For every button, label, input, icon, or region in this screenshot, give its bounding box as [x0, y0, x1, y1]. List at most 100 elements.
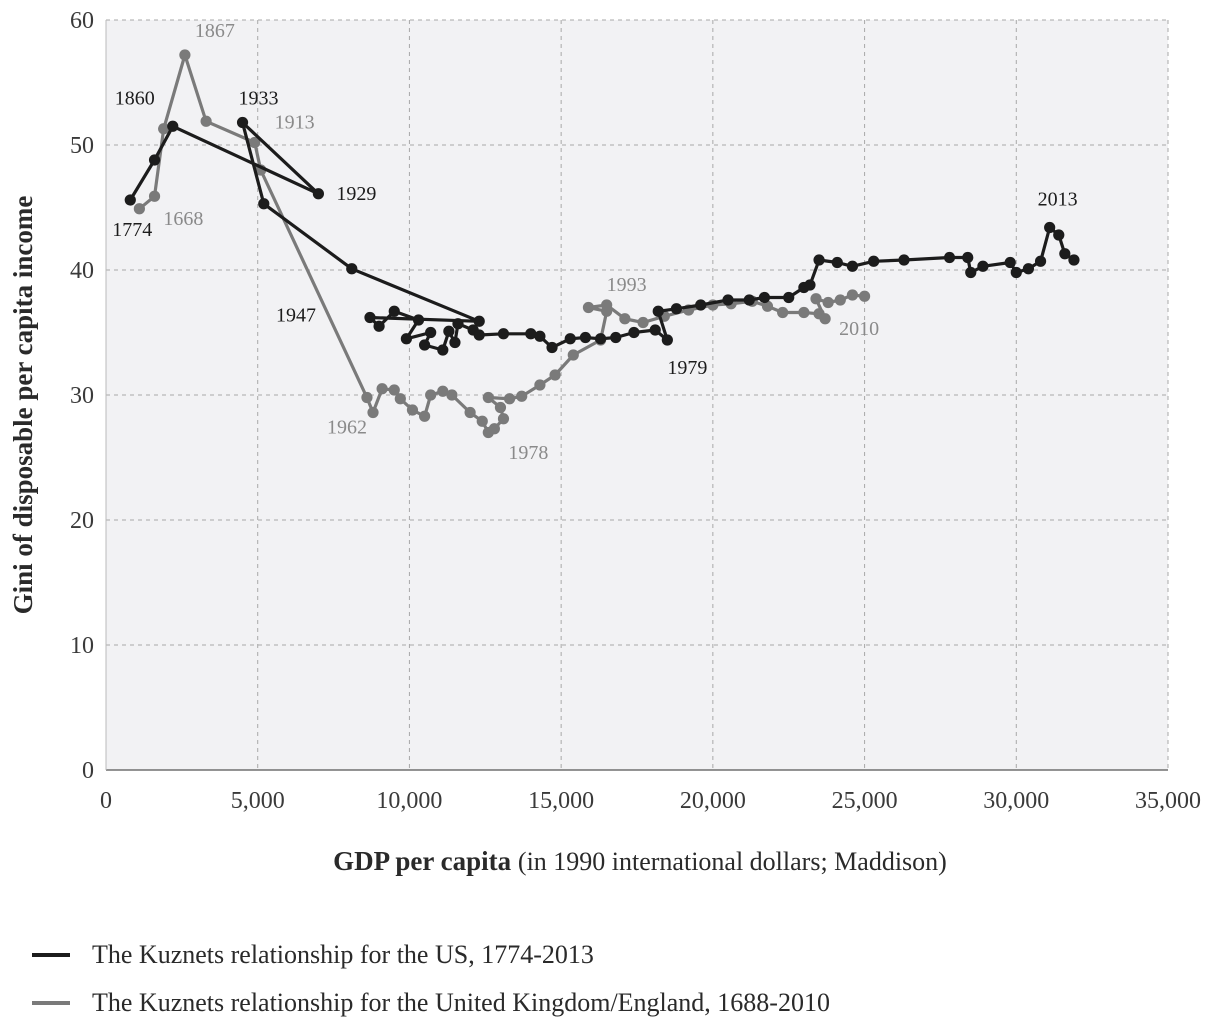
- data-point-uk: [425, 389, 437, 401]
- data-point-uk: [637, 316, 649, 329]
- data-point-us: [1022, 263, 1035, 275]
- data-point-us: [722, 294, 734, 306]
- x-axis-title-bold: GDP per capita: [333, 846, 518, 876]
- data-point-us: [758, 291, 771, 304]
- data-point-uk: [419, 410, 431, 422]
- year-annotation: 1867: [195, 20, 235, 42]
- x-axis-title: GDP per capita (in 1990 international do…: [333, 846, 947, 876]
- data-point-us: [400, 333, 412, 345]
- data-point-uk: [819, 313, 831, 325]
- x-tick-label: 35,000: [1135, 788, 1201, 814]
- legend-item-us: The Kuznets relationship for the US, 177…: [32, 940, 594, 970]
- data-point-uk: [249, 136, 261, 149]
- data-point-uk: [388, 384, 400, 396]
- year-annotation: 1929: [336, 183, 376, 205]
- data-point-us: [497, 328, 510, 340]
- year-annotation: 1774: [112, 219, 152, 241]
- data-point-us: [443, 325, 455, 337]
- data-point-us: [977, 260, 989, 272]
- x-tick-label: 30,000: [983, 788, 1049, 814]
- year-annotation: 1933: [239, 88, 279, 110]
- legend-label-us: The Kuznets relationship for the US, 177…: [92, 940, 594, 969]
- data-point-uk: [503, 393, 516, 405]
- data-point-us: [1044, 221, 1056, 234]
- data-point-uk: [619, 313, 631, 325]
- data-point-uk: [846, 289, 859, 301]
- data-point-uk: [464, 406, 476, 419]
- data-point-us: [1068, 254, 1080, 266]
- data-point-uk: [534, 379, 546, 391]
- data-point-us: [804, 279, 816, 291]
- data-point-uk: [394, 393, 406, 405]
- data-point-uk: [494, 401, 507, 414]
- data-point-uk: [367, 406, 379, 419]
- data-point-uk: [446, 389, 458, 401]
- data-point-us: [1034, 255, 1047, 267]
- data-point-uk: [406, 404, 419, 416]
- data-point-us: [962, 251, 974, 264]
- y-tick-label: 50: [70, 133, 94, 159]
- data-point-us: [628, 326, 640, 339]
- data-point-us: [868, 255, 880, 267]
- y-tick-label: 10: [70, 633, 94, 659]
- data-point-us: [373, 320, 385, 332]
- data-point-uk: [148, 190, 161, 202]
- data-point-us: [898, 254, 910, 266]
- data-point-us: [965, 266, 977, 279]
- data-point-uk: [798, 306, 810, 319]
- data-point-us: [695, 299, 707, 311]
- data-point-us: [148, 154, 161, 166]
- data-point-us: [167, 120, 179, 132]
- data-point-us: [670, 303, 683, 315]
- data-point-us: [364, 311, 376, 324]
- data-point-us: [419, 339, 431, 351]
- y-tick-label: 60: [70, 8, 94, 34]
- data-point-uk: [497, 413, 510, 425]
- data-point-us: [546, 341, 558, 354]
- data-point-us: [312, 188, 324, 200]
- series-us: [124, 116, 1080, 356]
- y-axis-title: Gini of disposable per capita income: [8, 196, 38, 615]
- data-point-us: [943, 251, 956, 264]
- data-point-us: [236, 116, 249, 129]
- data-point-us: [579, 331, 592, 344]
- data-point-uk: [488, 423, 500, 435]
- data-point-us: [388, 305, 400, 317]
- data-point-us: [1059, 248, 1071, 260]
- data-point-us: [831, 256, 843, 269]
- data-point-uk: [476, 415, 488, 427]
- data-point-uk: [158, 123, 170, 135]
- year-annotation: 2013: [1038, 189, 1078, 211]
- data-point-uk: [582, 301, 595, 314]
- data-point-us: [534, 330, 546, 342]
- data-point-us: [425, 326, 437, 339]
- data-point-uk: [601, 299, 613, 311]
- data-point-us: [594, 333, 607, 345]
- year-annotation: 1962: [327, 417, 367, 439]
- data-point-uk: [834, 294, 846, 306]
- data-point-us: [346, 263, 358, 275]
- legend-swatch-us: [32, 953, 70, 957]
- y-tick-label: 0: [82, 758, 94, 784]
- data-point-us: [743, 294, 755, 306]
- data-point-us: [813, 254, 825, 266]
- y-tick-label: 20: [70, 508, 94, 534]
- x-tick-label: 5,000: [231, 788, 285, 814]
- year-annotation: 1668: [163, 208, 203, 230]
- x-tick-label: 10,000: [376, 788, 442, 814]
- data-point-uk: [810, 293, 822, 305]
- data-point-us: [1004, 256, 1016, 269]
- data-point-uk: [361, 391, 373, 404]
- data-point-us: [652, 305, 664, 317]
- legend-label-uk: The Kuznets relationship for the United …: [92, 988, 830, 1017]
- year-annotation: 2010: [839, 318, 879, 340]
- data-point-us: [846, 260, 859, 272]
- x-tick-label: 0: [100, 788, 112, 814]
- data-point-uk: [133, 203, 145, 215]
- data-point-uk: [549, 369, 561, 381]
- series-line-us: [128, 120, 1075, 352]
- x-tick-label: 20,000: [680, 788, 746, 814]
- data-point-us: [525, 328, 537, 340]
- data-point-uk: [516, 390, 528, 402]
- y-tick-label: 30: [70, 383, 94, 409]
